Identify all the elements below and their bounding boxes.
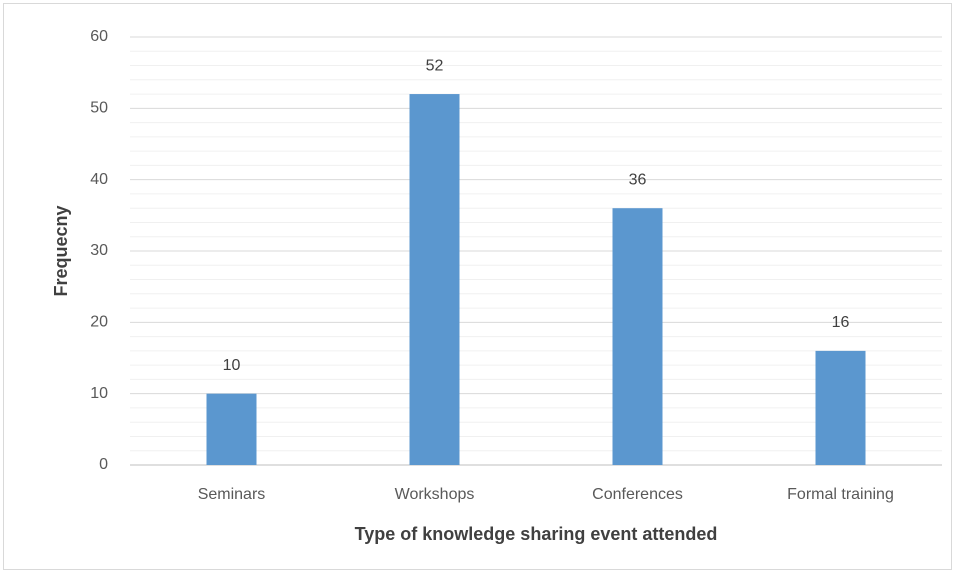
x-tick-label: Formal training bbox=[787, 486, 894, 503]
x-tick-label: Seminars bbox=[198, 486, 266, 503]
y-tick-label: 10 bbox=[90, 385, 108, 402]
data-label: 16 bbox=[832, 314, 850, 331]
data-label: 10 bbox=[223, 357, 241, 374]
bar bbox=[612, 208, 663, 465]
bar bbox=[409, 94, 460, 466]
chart-border bbox=[3, 3, 952, 570]
data-label: 36 bbox=[629, 171, 647, 188]
y-tick-label: 30 bbox=[90, 242, 108, 259]
y-tick-label: 40 bbox=[90, 171, 108, 188]
x-tick-label: Workshops bbox=[395, 486, 475, 503]
y-tick-label: 60 bbox=[90, 28, 108, 45]
y-tick-label: 20 bbox=[90, 314, 108, 331]
bar bbox=[206, 393, 257, 465]
y-tick-label: 50 bbox=[90, 100, 108, 117]
y-axis-title: Frequecny bbox=[51, 205, 71, 296]
y-tick-label: 0 bbox=[99, 456, 108, 473]
x-tick-label: Conferences bbox=[592, 486, 683, 503]
bar bbox=[815, 350, 866, 465]
data-label: 52 bbox=[426, 57, 444, 74]
x-axis-title: Type of knowledge sharing event attended bbox=[355, 524, 718, 544]
